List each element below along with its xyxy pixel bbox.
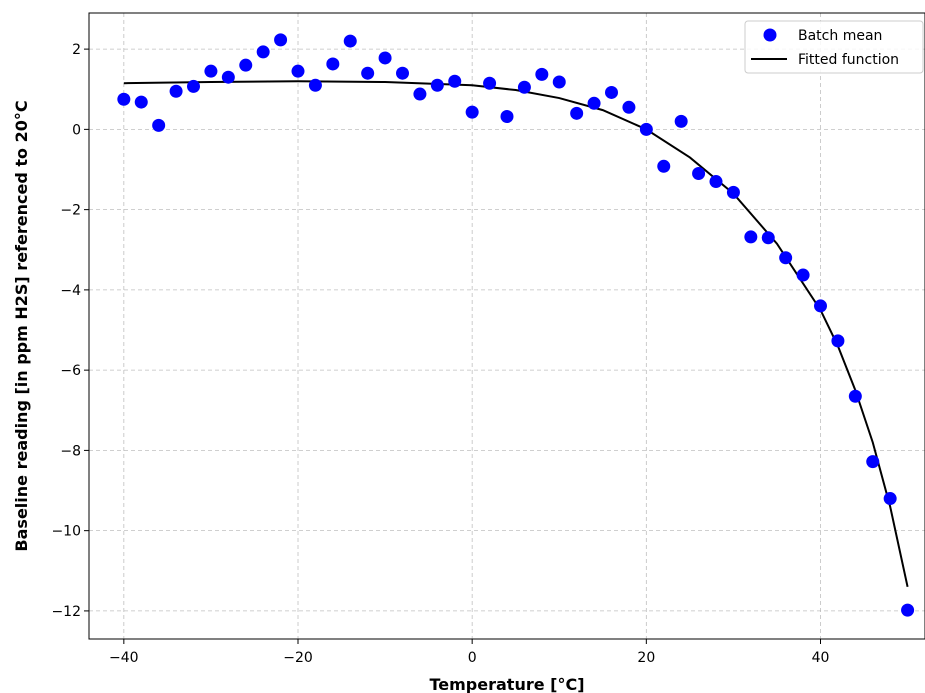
- batch-mean-point: [814, 299, 827, 313]
- y-tick-label: −4: [60, 283, 81, 299]
- plot-frame: [88, 12, 925, 640]
- y-tick-label: −12: [51, 604, 81, 620]
- x-tick-label: −20: [283, 650, 313, 666]
- batch-mean-point: [726, 185, 740, 199]
- batch-mean-point: [848, 389, 862, 403]
- batch-mean-point: [134, 95, 148, 109]
- batch-mean-point: [169, 84, 183, 98]
- grid: [89, 13, 925, 639]
- batch-mean-point: [692, 167, 706, 181]
- batch-mean-point: [639, 122, 653, 136]
- y-tick-label: −2: [60, 203, 81, 219]
- y-axis-ticks: 2 0 −2 −4 −6 −8 −10 −12: [51, 42, 89, 620]
- y-tick-label: 0: [72, 122, 81, 138]
- batch-mean-point: [291, 64, 305, 78]
- batch-mean-point: [448, 74, 462, 88]
- batch-mean-point: [674, 114, 688, 128]
- batch-mean-point: [605, 85, 618, 99]
- batch-mean-point: [709, 175, 723, 189]
- batch-mean-point: [396, 66, 409, 80]
- batch-mean-point: [831, 334, 845, 348]
- batch-mean-point: [500, 110, 514, 124]
- x-tick-label: −40: [109, 650, 139, 666]
- batch-mean-point: [744, 230, 758, 244]
- batch-mean-point: [517, 80, 531, 94]
- batch-mean-point: [239, 58, 253, 72]
- y-tick-label: −8: [60, 443, 81, 459]
- batch-mean-point: [430, 78, 444, 92]
- x-axis-ticks: −40 −20 0 20 40: [109, 639, 829, 666]
- legend: Batch mean Fitted function: [744, 20, 924, 74]
- y-tick-label: 2: [72, 42, 81, 58]
- batch-mean-point: [587, 96, 601, 110]
- y-tick-label: −10: [51, 524, 81, 540]
- batch-mean-point: [465, 105, 479, 119]
- x-axis-label: Temperature [°C]: [429, 675, 584, 693]
- batch-mean-point: [535, 67, 549, 81]
- batch-mean-point: [657, 159, 671, 173]
- batch-mean-point: [204, 64, 218, 78]
- batch-mean-point: [901, 603, 915, 617]
- batch-mean-point: [761, 231, 775, 245]
- x-tick-label: 20: [637, 650, 655, 666]
- batch-mean-point: [117, 92, 131, 106]
- batch-mean-point: [326, 57, 340, 71]
- batch-mean-point: [274, 33, 288, 47]
- batch-mean-point: [343, 34, 357, 48]
- batch-mean-point: [361, 66, 375, 80]
- batch-mean-point: [152, 118, 166, 132]
- y-tick-label: −6: [60, 363, 81, 379]
- batch-mean-point: [779, 251, 793, 265]
- batch-mean-point: [187, 79, 200, 93]
- batch-mean-point: [552, 75, 566, 89]
- batch-mean-point: [570, 106, 584, 120]
- legend-marker-batch-mean: [763, 28, 777, 42]
- batch-mean-point: [221, 70, 235, 84]
- batch-mean-point: [413, 87, 427, 101]
- legend-box: [744, 20, 924, 74]
- batch-mean-point: [866, 455, 880, 469]
- fit-layer: [123, 80, 909, 588]
- legend-label-batch-mean: Batch mean: [798, 28, 882, 44]
- legend-label-fitted-function: Fitted function: [798, 52, 899, 68]
- y-axis-label: Baseline reading [in ppm H2S] referenced…: [12, 100, 31, 551]
- batch-mean-point: [256, 45, 270, 59]
- batch-mean-point: [883, 492, 897, 506]
- fitted-function-line: [123, 80, 909, 588]
- batch-mean-point: [796, 268, 810, 282]
- batch-mean-point: [483, 76, 497, 90]
- x-tick-label: 0: [468, 650, 477, 666]
- x-tick-label: 40: [812, 650, 830, 666]
- batch-mean-point: [622, 100, 636, 114]
- batch-mean-point: [308, 78, 322, 92]
- points-layer: [117, 33, 915, 617]
- batch-mean-point: [378, 51, 392, 65]
